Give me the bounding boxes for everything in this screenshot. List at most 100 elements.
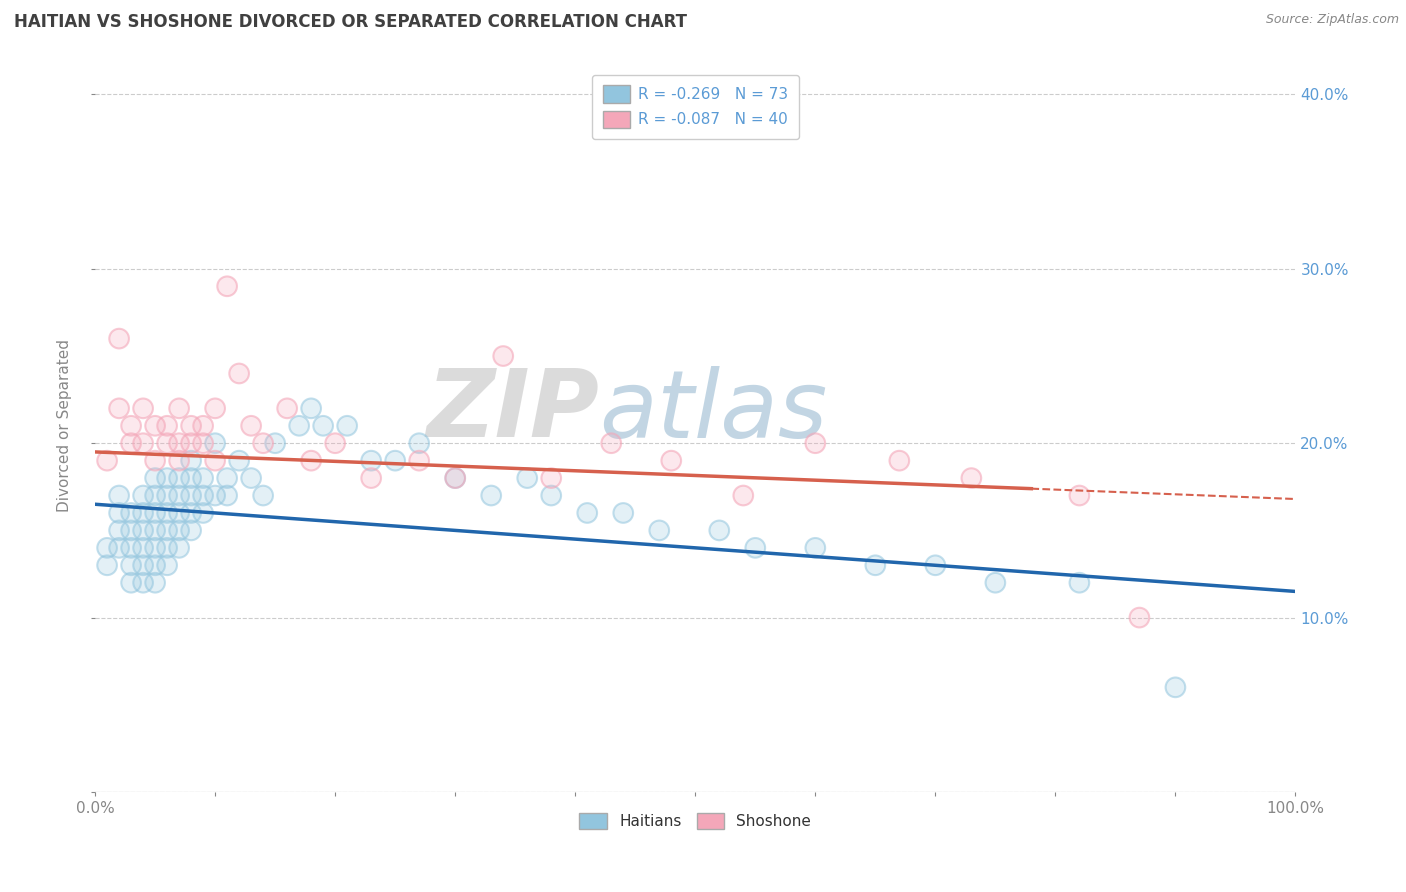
Haitians (217, 471, 239, 485)
Haitians (143, 541, 166, 555)
Shoshone (408, 453, 430, 467)
Point (217, 471, 239, 485)
Point (167, 436, 190, 450)
Shoshone (804, 436, 827, 450)
Point (612, 506, 634, 520)
Haitians (156, 558, 179, 573)
Haitians (96, 558, 118, 573)
Shoshone (492, 349, 515, 363)
Haitians (240, 471, 263, 485)
Haitians (143, 524, 166, 538)
Point (167, 506, 190, 520)
Point (156, 558, 179, 573)
Haitians (408, 436, 430, 450)
Point (204, 401, 226, 416)
Point (276, 401, 298, 416)
Point (120, 524, 142, 538)
Haitians (180, 489, 202, 503)
Haitians (648, 524, 671, 538)
Haitians (1164, 681, 1187, 695)
Point (108, 332, 131, 346)
Haitians (191, 489, 214, 503)
Haitians (132, 541, 155, 555)
Point (143, 524, 166, 538)
Point (180, 418, 202, 433)
Point (228, 453, 250, 467)
Point (648, 524, 671, 538)
Point (167, 489, 190, 503)
Haitians (120, 558, 142, 573)
Shoshone (191, 418, 214, 433)
Haitians (143, 558, 166, 573)
Point (1128, 610, 1150, 624)
Haitians (120, 541, 142, 555)
Haitians (156, 506, 179, 520)
Point (288, 418, 311, 433)
Point (143, 418, 166, 433)
Point (180, 524, 202, 538)
Point (96, 541, 118, 555)
Shoshone (600, 436, 623, 450)
Point (240, 471, 263, 485)
Point (132, 575, 155, 590)
Text: ZIP: ZIP (426, 365, 599, 457)
Point (264, 436, 287, 450)
Point (108, 489, 131, 503)
Point (132, 436, 155, 450)
Point (191, 506, 214, 520)
Point (1069, 489, 1091, 503)
Point (889, 453, 911, 467)
Haitians (108, 489, 131, 503)
Point (1069, 575, 1091, 590)
Point (252, 489, 274, 503)
Point (108, 541, 131, 555)
Point (132, 558, 155, 573)
Point (167, 471, 190, 485)
Haitians (312, 418, 335, 433)
Point (156, 471, 179, 485)
Shoshone (733, 489, 755, 503)
Point (132, 541, 155, 555)
Point (120, 436, 142, 450)
Shoshone (659, 453, 682, 467)
Haitians (264, 436, 287, 450)
Haitians (156, 541, 179, 555)
Haitians (108, 524, 131, 538)
Shoshone (191, 436, 214, 450)
Haitians (96, 541, 118, 555)
Point (167, 524, 190, 538)
Point (479, 489, 502, 503)
Haitians (132, 489, 155, 503)
Haitians (132, 506, 155, 520)
Haitians (108, 541, 131, 555)
Point (299, 401, 322, 416)
Point (180, 506, 202, 520)
Point (444, 471, 467, 485)
Point (156, 524, 179, 538)
Point (143, 489, 166, 503)
Haitians (132, 524, 155, 538)
Point (744, 541, 766, 555)
Haitians (156, 489, 179, 503)
Haitians (252, 489, 274, 503)
Haitians (204, 436, 226, 450)
Shoshone (180, 418, 202, 433)
Point (180, 453, 202, 467)
Haitians (120, 575, 142, 590)
Point (156, 506, 179, 520)
Shoshone (228, 367, 250, 381)
Haitians (479, 489, 502, 503)
Point (108, 524, 131, 538)
Haitians (180, 524, 202, 538)
Point (167, 453, 190, 467)
Shoshone (167, 436, 190, 450)
Haitians (132, 575, 155, 590)
Shoshone (132, 436, 155, 450)
Point (132, 506, 155, 520)
Point (156, 489, 179, 503)
Point (804, 541, 827, 555)
Shoshone (299, 453, 322, 467)
Point (384, 453, 406, 467)
Haitians (984, 575, 1007, 590)
Haitians (804, 541, 827, 555)
